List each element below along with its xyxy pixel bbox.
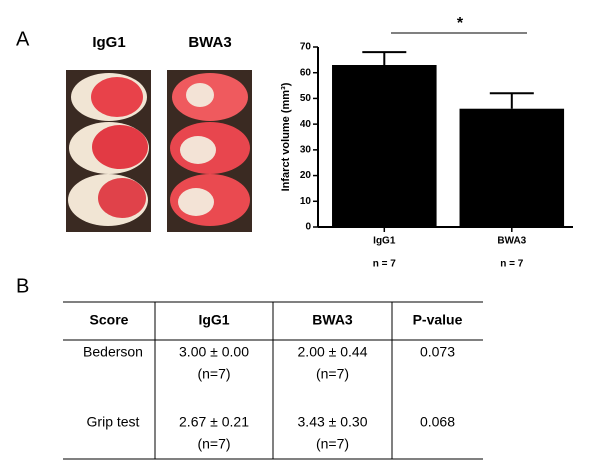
table-cell: 0.073 bbox=[420, 344, 455, 360]
y-tick-label: 40 bbox=[300, 119, 312, 130]
y-tick-label: 30 bbox=[300, 144, 312, 155]
table-cell: 3.00 ± 0.00 bbox=[179, 344, 249, 360]
table-cell: 0.068 bbox=[420, 414, 455, 430]
y-tick-label: 0 bbox=[305, 222, 311, 233]
table-cell: 2.00 ± 0.44 bbox=[298, 344, 368, 360]
brain-image bbox=[66, 70, 151, 232]
x-tick-label: IgG1 bbox=[373, 236, 396, 247]
y-tick-label: 10 bbox=[300, 196, 312, 207]
table-header-cell: BWA3 bbox=[312, 312, 353, 328]
bar bbox=[332, 65, 437, 227]
y-tick-label: 20 bbox=[300, 170, 312, 181]
y-tick-label: 70 bbox=[300, 42, 312, 53]
x-tick-label: BWA3 bbox=[497, 236, 526, 247]
y-tick-label: 50 bbox=[300, 93, 312, 104]
table-header-cell: P-value bbox=[413, 312, 463, 328]
table-cell: (n=7) bbox=[316, 366, 349, 382]
sample-size: n = 7 bbox=[373, 259, 397, 270]
table-cell: (n=7) bbox=[316, 436, 349, 452]
table-cell: (n=7) bbox=[197, 436, 230, 452]
table-cell: Grip test bbox=[87, 414, 140, 430]
brain-image bbox=[167, 70, 252, 232]
table-header-cell: IgG1 bbox=[198, 312, 229, 328]
table-cell: (n=7) bbox=[197, 366, 230, 382]
image-label: BWA3 bbox=[188, 34, 231, 51]
y-axis-title: Infarct volume (mm³) bbox=[280, 82, 292, 191]
panel-label: B bbox=[16, 275, 29, 297]
table-header-cell: Score bbox=[90, 312, 129, 328]
table-cell: Bederson bbox=[83, 344, 143, 360]
sample-size: n = 7 bbox=[500, 259, 524, 270]
y-tick-label: 60 bbox=[300, 67, 312, 78]
table-cell: 3.43 ± 0.30 bbox=[298, 414, 368, 430]
image-label: IgG1 bbox=[92, 34, 125, 51]
table-cell: 2.67 ± 0.21 bbox=[179, 414, 249, 430]
significance-marker: * bbox=[457, 15, 464, 32]
panel-label: A bbox=[16, 28, 30, 50]
bar bbox=[459, 108, 565, 227]
